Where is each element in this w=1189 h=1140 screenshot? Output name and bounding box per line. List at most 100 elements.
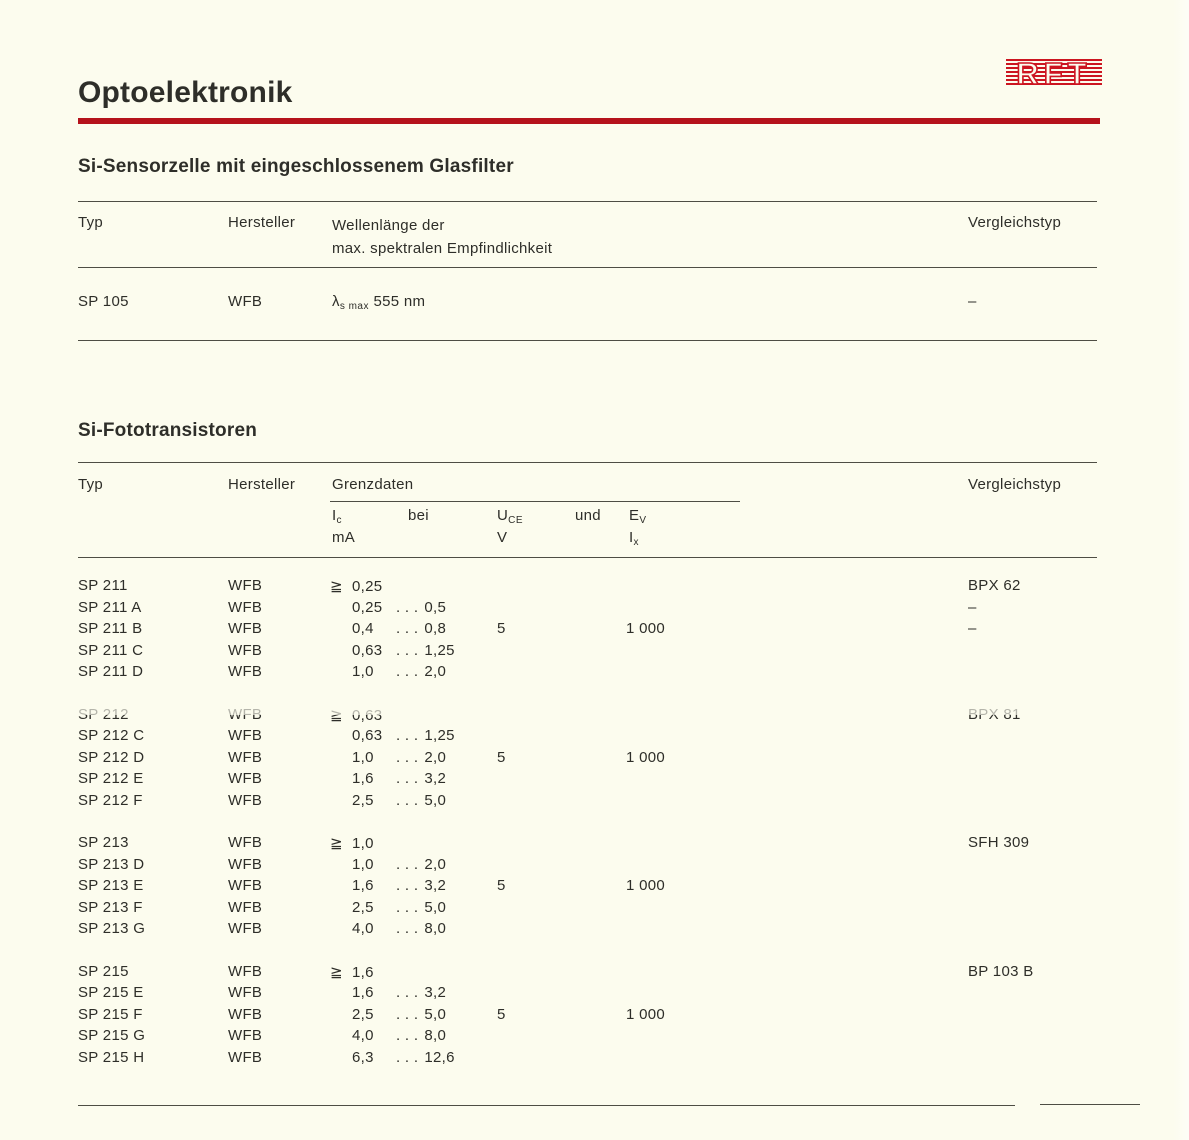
row-uce-value: 5	[497, 877, 506, 894]
row-hersteller: WFB	[228, 877, 263, 894]
type-group: SP 215 WFB ≧ 1,6 BP 103 B SP 215 E WFB 1,6 . . .…	[78, 963, 1118, 1071]
row-ic-grenzdaten: ≧ 1,6	[330, 963, 396, 981]
row-ic-grenzdaten: 4,0 . . . 8,0	[330, 920, 446, 937]
range-dots: . . .	[396, 727, 419, 744]
range-dots: . . .	[396, 1027, 419, 1044]
ic-min-value: 4,0	[352, 920, 374, 937]
table1-row-wellenlaenge: λs max 555 nm	[332, 293, 425, 312]
row-ic-grenzdaten: 6,3 . . . 12,6	[330, 1049, 455, 1066]
fototransistoren-table-body: SP 211 WFB ≧ 0,25 BPX 62 SP 211 A WFB 0,25 . . .…	[72, 577, 1118, 1091]
row-uce-value: 5	[497, 620, 506, 637]
row-typ: SP 213 F	[78, 898, 143, 916]
row-typ: SP 212	[78, 705, 129, 723]
type-group: SP 211 WFB ≧ 0,25 BPX 62 SP 211 A WFB 0,25 . . .…	[78, 577, 1118, 685]
lambda-symbol: λ	[332, 293, 340, 310]
row-ic-grenzdaten: 4,0 . . . 8,0	[330, 1027, 446, 1044]
table1-bottom-rule	[78, 340, 1097, 341]
page-bottom-rule-right	[1040, 1104, 1140, 1105]
row-ic-grenzdaten: 2,5 . . . 5,0	[330, 792, 446, 809]
row-ic-grenzdaten: 0,63 . . . 1,25	[330, 642, 455, 659]
ic-max-value: 1,25	[424, 727, 455, 744]
table-row: SP 215 E WFB 1,6 . . . 3,2	[78, 984, 1118, 1006]
row-ev-value: 1 000	[626, 877, 666, 894]
grenzdaten-underline	[330, 501, 740, 502]
subcol-und: und	[575, 507, 601, 524]
table-row: SP 213 G WFB 4,0 . . . 8,0	[78, 920, 1118, 942]
row-ic-grenzdaten: ≧ 1,0	[330, 834, 396, 852]
range-dots: . . .	[396, 1048, 419, 1066]
table-row: SP 215 G WFB 4,0 . . . 8,0	[78, 1027, 1118, 1049]
row-ic-grenzdaten: 0,4 . . . 0,8	[330, 620, 446, 637]
table1-col-wellenlaenge: Wellenlänge der max. spektralen Empfindl…	[332, 214, 552, 260]
subcol-ma-unit: mA	[332, 529, 356, 546]
row-hersteller: WFB	[228, 770, 263, 787]
row-ic-grenzdaten: 2,5 . . . 5,0	[330, 1006, 446, 1023]
row-hersteller: WFB	[228, 727, 263, 744]
ic-max-value: 0,8	[424, 620, 447, 637]
table-row: SP 215 WFB ≧ 1,6 BP 103 B	[78, 963, 1118, 985]
row-ic-grenzdaten: 0,63 . . . 1,25	[330, 727, 455, 744]
row-typ: SP 211 A	[78, 598, 142, 616]
table2-col-hersteller: Hersteller	[228, 476, 296, 493]
ge-symbol: ≧	[330, 835, 343, 852]
rft-logo-graphic: RFT	[1006, 55, 1102, 92]
row-typ: SP 215 F	[78, 1005, 143, 1023]
ic-min-value: 0,63	[352, 727, 383, 744]
ic-max-value: 5,0	[424, 791, 447, 809]
ic-max-value: 12,6	[424, 1048, 455, 1066]
range-dots: . . .	[396, 620, 419, 637]
row-ic-grenzdaten: 1,0 . . . 2,0	[330, 663, 446, 680]
row-ic-grenzdaten: 1,0 . . . 2,0	[330, 749, 446, 766]
table1-col-vergleichstyp: Vergleichstyp	[968, 214, 1062, 231]
row-ic-grenzdaten: 1,6 . . . 3,2	[330, 770, 446, 787]
table-row: SP 213 F WFB 2,5 . . . 5,0	[78, 899, 1118, 921]
wellenlaenge-value: 555 nm	[373, 293, 426, 310]
table2-header-rule	[78, 557, 1097, 558]
wellenlaenge-line1: Wellenlänge der	[332, 217, 445, 234]
row-ic-grenzdaten: ≧ 0,63	[330, 706, 396, 724]
row-hersteller: WFB	[228, 641, 263, 659]
ic-min-value: 1,6	[352, 877, 374, 894]
subcol-ic: Ic	[332, 507, 342, 526]
ic-max-value: 1,25	[424, 641, 455, 659]
scan-edge-shading	[1173, 0, 1189, 1140]
ev-subscript: V	[639, 515, 647, 526]
table-row: SP 211 C WFB 0,63 . . . 1,25	[78, 642, 1118, 664]
row-typ: SP 213 G	[78, 920, 146, 937]
range-dots: . . .	[396, 598, 419, 616]
row-hersteller: WFB	[228, 598, 263, 616]
ic-max-value: 8,0	[424, 920, 447, 937]
table2-col-grenzdaten: Grenzdaten	[332, 476, 414, 493]
table-row: SP 213 E WFB 1,6 . . . 3,2 5 1 000	[78, 877, 1118, 899]
section2-heading: Si-Fototransistoren	[78, 420, 258, 441]
row-uce-value: 5	[497, 1005, 506, 1023]
ic-min-value: 1,6	[352, 963, 374, 981]
row-hersteller: WFB	[228, 1027, 263, 1044]
table-row: SP 211 WFB ≧ 0,25 BPX 62	[78, 577, 1118, 599]
ic-min-value: 1,0	[352, 835, 374, 852]
table-row: SP 212 C WFB 0,63 . . . 1,25	[78, 727, 1118, 749]
row-vergleichstyp: BP 103 B	[968, 962, 1034, 980]
range-dots: . . .	[396, 663, 419, 680]
range-dots: . . .	[396, 877, 419, 894]
ic-min-value: 1,6	[352, 984, 374, 1001]
row-typ: SP 215	[78, 962, 129, 980]
row-ic-grenzdaten: 1,6 . . . 3,2	[330, 984, 446, 1001]
row-ic-grenzdaten: 0,25 . . . 0,5	[330, 599, 446, 616]
rft-logo: RFT	[1006, 52, 1102, 99]
ic-max-value: 5,0	[424, 898, 447, 916]
subcol-v-unit: V	[497, 529, 508, 546]
table2-top-rule	[78, 462, 1097, 463]
row-hersteller: WFB	[228, 748, 263, 766]
table2-col-typ: Typ	[78, 476, 104, 493]
type-group: SP 212 WFB ≧ 0,63 BPX 81 SP 212 C WFB 0,63 . . .…	[72, 705, 1118, 814]
row-hersteller: WFB	[228, 705, 263, 723]
row-vergleichstyp: BPX 62	[968, 577, 1021, 594]
range-dots: . . .	[396, 770, 419, 787]
row-typ: SP 215 G	[78, 1027, 146, 1044]
ge-symbol: ≧	[330, 578, 343, 595]
table-row: SP 212 F WFB 2,5 . . . 5,0	[78, 792, 1118, 814]
table2-col-vergleichstyp: Vergleichstyp	[968, 476, 1062, 493]
row-hersteller: WFB	[228, 898, 263, 916]
wellenlaenge-line2: max. spektralen Empfindlichkeit	[332, 240, 553, 257]
